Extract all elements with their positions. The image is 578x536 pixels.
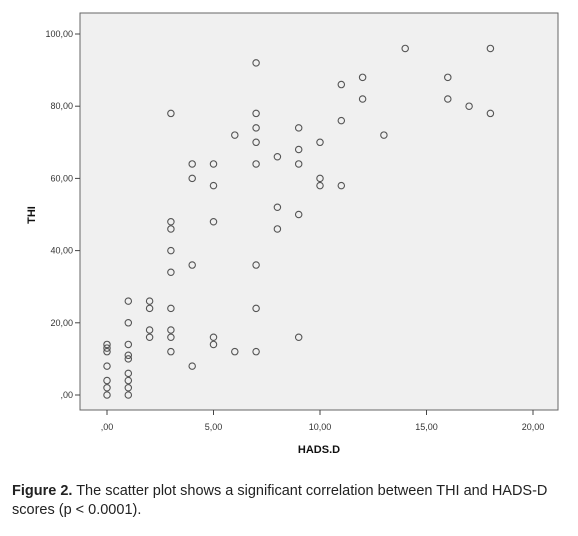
data-point	[252, 109, 260, 118]
data-point	[188, 160, 196, 168]
data-point	[124, 297, 133, 305]
data-point	[486, 44, 495, 53]
data-point	[145, 304, 154, 313]
data-point	[294, 160, 303, 168]
y-tick-label: 60,00	[50, 173, 73, 183]
data-point	[124, 391, 133, 399]
y-tick-label: ,00	[60, 390, 73, 400]
data-point	[124, 319, 133, 327]
data-point	[167, 333, 175, 341]
x-tick-label: 15,00	[415, 422, 438, 432]
data-point	[167, 268, 175, 277]
y-tick-label: 80,00	[50, 101, 73, 111]
data-point	[273, 225, 282, 233]
data-point	[401, 44, 409, 53]
data-point	[167, 304, 175, 313]
data-point	[294, 145, 303, 154]
data-point	[167, 217, 175, 226]
caption-label: Figure 2.	[12, 483, 73, 499]
data-point	[124, 369, 133, 378]
data-point	[188, 362, 196, 370]
data-point	[294, 124, 303, 132]
data-point	[124, 376, 133, 385]
data-point	[252, 138, 260, 147]
data-point	[294, 210, 303, 219]
x-tick-label: 20,00	[522, 422, 545, 432]
y-axis: ,00 20,00 40,00 60,00 80,00 100,00	[45, 29, 80, 400]
data-point	[103, 384, 111, 392]
data-point	[145, 297, 154, 305]
data-point	[444, 73, 452, 82]
data-point	[209, 333, 218, 341]
data-point	[358, 73, 367, 82]
data-point	[316, 174, 324, 183]
data-point	[167, 225, 175, 233]
data-point	[209, 217, 218, 226]
data-point	[167, 326, 175, 334]
y-tick-label: 40,00	[50, 246, 73, 256]
data-point	[358, 95, 367, 103]
data-point	[145, 326, 154, 334]
data-point	[252, 124, 260, 132]
data-point	[103, 362, 111, 370]
chart-svg: ,00 20,00 40,00 60,00 80,00 100,00 ,00 5,00 10,…	[26, 12, 559, 456]
data-point	[124, 351, 133, 360]
data-point	[103, 344, 111, 352]
x-axis: ,00 5,00 10,00 15,00 20,00	[101, 410, 545, 432]
data-point	[124, 355, 133, 363]
data-point	[252, 160, 260, 168]
data-point	[486, 109, 495, 118]
data-point	[124, 384, 133, 392]
data-point	[252, 304, 260, 313]
data-point	[209, 160, 218, 168]
data-point	[252, 261, 260, 269]
data-point	[167, 246, 175, 255]
data-point	[337, 116, 346, 125]
data-point	[231, 347, 239, 356]
data-point	[231, 131, 239, 139]
data-point	[103, 376, 111, 385]
y-tick-label: 100,00	[45, 29, 73, 39]
data-point	[337, 80, 346, 89]
data-point	[209, 181, 218, 190]
data-point	[252, 59, 260, 67]
data-point	[465, 102, 473, 110]
data-point	[188, 174, 196, 183]
x-tick-label: 5,00	[205, 422, 223, 432]
data-points	[103, 44, 495, 399]
data-point	[294, 333, 303, 341]
data-point	[103, 391, 111, 399]
data-point	[273, 203, 282, 212]
data-point	[145, 333, 154, 341]
x-tick-label: ,00	[101, 422, 114, 432]
data-point	[124, 340, 133, 349]
data-point	[380, 131, 388, 139]
data-point	[103, 340, 111, 349]
data-point	[167, 109, 175, 118]
plot-area	[79, 12, 559, 411]
data-point	[444, 95, 452, 103]
figure-caption: Figure 2. The scatter plot shows a signi…	[12, 482, 572, 520]
caption-text: The scatter plot shows a significant cor…	[12, 483, 548, 518]
data-point	[103, 347, 111, 356]
data-point	[337, 181, 346, 190]
data-point	[188, 261, 196, 269]
data-point	[209, 340, 218, 349]
data-point	[316, 138, 324, 147]
data-point	[273, 152, 282, 161]
y-tick-label: 20,00	[50, 318, 73, 328]
scatter-chart: ,00 20,00 40,00 60,00 80,00 100,00 ,00 5,00 10,…	[26, 12, 559, 456]
x-axis-title: HADS.D	[298, 444, 340, 456]
data-point	[252, 347, 260, 356]
data-point	[167, 347, 175, 356]
data-point	[316, 181, 324, 190]
y-axis-title: THI	[26, 206, 38, 224]
x-tick-label: 10,00	[309, 422, 332, 432]
